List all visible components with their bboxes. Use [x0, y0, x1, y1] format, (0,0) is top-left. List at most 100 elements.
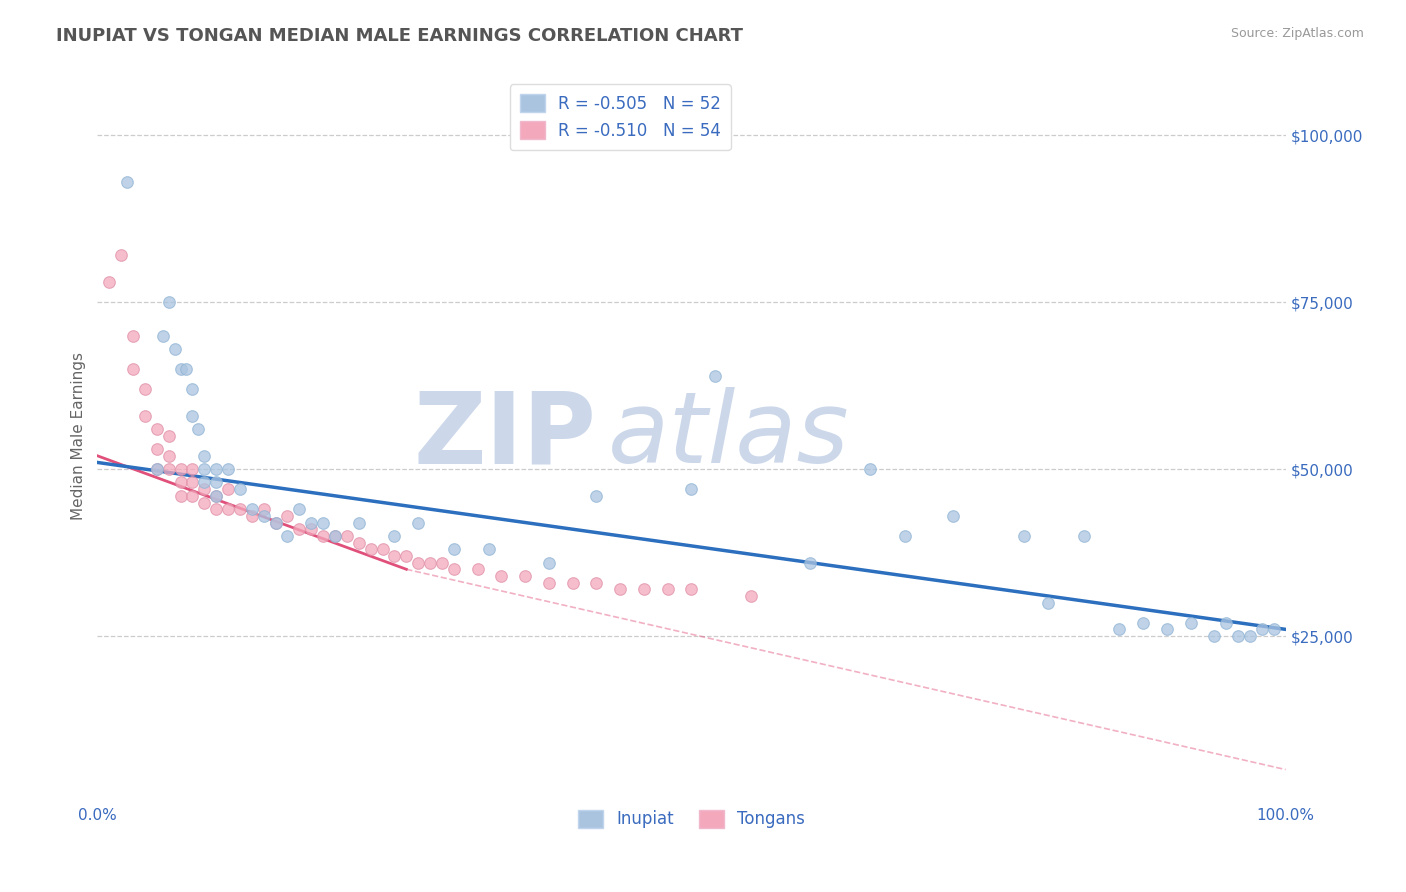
Point	[681, 582, 703, 597]
Point	[585, 489, 607, 503]
Point	[491, 569, 513, 583]
Point	[1263, 623, 1285, 637]
Point	[181, 489, 204, 503]
Point	[312, 529, 335, 543]
Point	[217, 502, 239, 516]
Point	[1227, 629, 1250, 643]
Point	[157, 449, 180, 463]
Point	[419, 556, 441, 570]
Point	[193, 449, 215, 463]
Point	[657, 582, 679, 597]
Legend: Inupiat, Tongans: Inupiat, Tongans	[571, 803, 811, 835]
Point	[585, 575, 607, 590]
Point	[152, 328, 174, 343]
Point	[134, 382, 156, 396]
Point	[193, 475, 215, 490]
Point	[169, 462, 191, 476]
Point	[384, 529, 406, 543]
Point	[859, 462, 882, 476]
Point	[443, 542, 465, 557]
Point	[193, 482, 215, 496]
Point	[205, 475, 228, 490]
Point	[288, 522, 311, 536]
Point	[467, 562, 489, 576]
Point	[513, 569, 536, 583]
Point	[157, 428, 180, 442]
Point	[406, 516, 429, 530]
Point	[740, 589, 762, 603]
Point	[122, 362, 145, 376]
Point	[478, 542, 501, 557]
Point	[181, 409, 204, 423]
Point	[176, 362, 198, 376]
Point	[193, 495, 215, 509]
Point	[240, 502, 263, 516]
Point	[443, 562, 465, 576]
Point	[537, 575, 560, 590]
Point	[217, 482, 239, 496]
Point	[336, 529, 359, 543]
Point	[276, 529, 298, 543]
Point	[145, 422, 167, 436]
Point	[1180, 615, 1202, 630]
Point	[1012, 529, 1035, 543]
Point	[253, 508, 276, 523]
Point	[217, 462, 239, 476]
Point	[1239, 629, 1261, 643]
Point	[193, 462, 215, 476]
Point	[163, 342, 186, 356]
Point	[1108, 623, 1130, 637]
Point	[704, 368, 727, 383]
Point	[395, 549, 418, 563]
Text: INUPIAT VS TONGAN MEDIAN MALE EARNINGS CORRELATION CHART: INUPIAT VS TONGAN MEDIAN MALE EARNINGS C…	[56, 27, 744, 45]
Point	[406, 556, 429, 570]
Point	[253, 502, 276, 516]
Point	[323, 529, 346, 543]
Point	[1073, 529, 1095, 543]
Point	[299, 522, 322, 536]
Point	[264, 516, 287, 530]
Point	[430, 556, 453, 570]
Point	[1204, 629, 1226, 643]
Point	[169, 475, 191, 490]
Point	[181, 462, 204, 476]
Point	[157, 462, 180, 476]
Point	[1250, 623, 1272, 637]
Point	[229, 482, 252, 496]
Point	[181, 475, 204, 490]
Point	[347, 535, 370, 549]
Point	[145, 462, 167, 476]
Point	[681, 482, 703, 496]
Point	[205, 489, 228, 503]
Point	[115, 175, 138, 189]
Point	[157, 295, 180, 310]
Text: ZIP: ZIP	[413, 387, 596, 484]
Point	[360, 542, 382, 557]
Point	[312, 516, 335, 530]
Text: atlas: atlas	[609, 387, 851, 484]
Point	[145, 442, 167, 456]
Point	[134, 409, 156, 423]
Point	[942, 508, 965, 523]
Point	[181, 382, 204, 396]
Point	[122, 328, 145, 343]
Text: Source: ZipAtlas.com: Source: ZipAtlas.com	[1230, 27, 1364, 40]
Point	[633, 582, 655, 597]
Point	[110, 248, 132, 262]
Point	[323, 529, 346, 543]
Point	[799, 556, 821, 570]
Point	[145, 462, 167, 476]
Point	[205, 502, 228, 516]
Point	[229, 502, 252, 516]
Point	[1215, 615, 1237, 630]
Point	[205, 462, 228, 476]
Point	[1156, 623, 1178, 637]
Point	[98, 275, 121, 289]
Point	[169, 489, 191, 503]
Point	[264, 516, 287, 530]
Point	[609, 582, 631, 597]
Point	[240, 508, 263, 523]
Point	[537, 556, 560, 570]
Point	[169, 362, 191, 376]
Point	[205, 489, 228, 503]
